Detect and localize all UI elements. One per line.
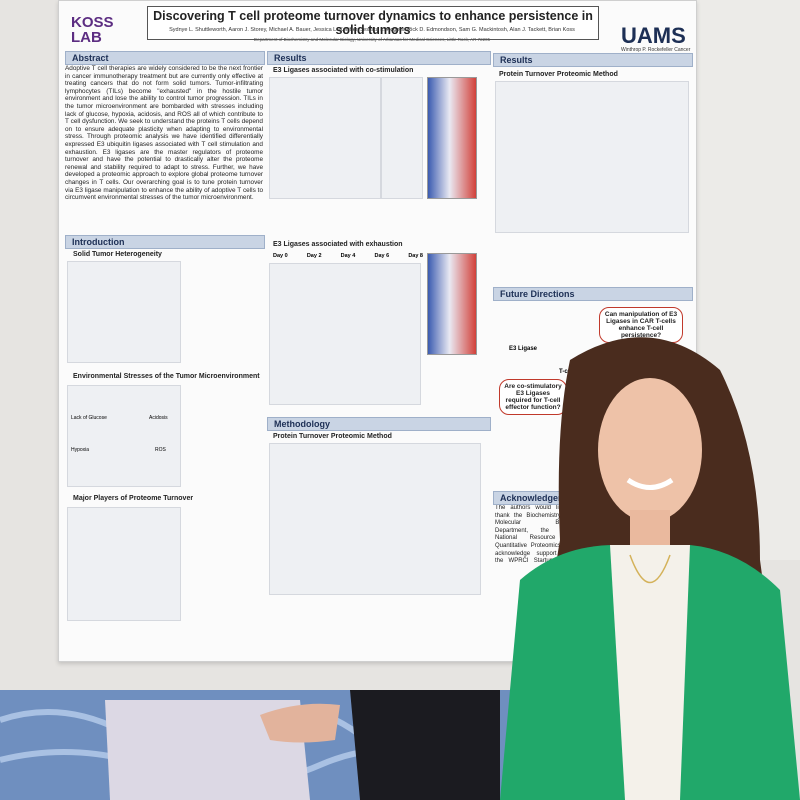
figure: [67, 507, 181, 621]
stress-label: Lack of Glucose: [71, 415, 107, 421]
figure: [381, 77, 423, 199]
heatmap: [427, 253, 477, 355]
subheading: Solid Tumor Heterogeneity: [73, 251, 162, 258]
striped-shirt: [105, 700, 310, 800]
stress-label: Hypoxia: [71, 447, 90, 453]
section-heading: Results: [493, 53, 693, 67]
figure: [67, 385, 181, 487]
authors: Sydnye L. Shuttleworth, Aaron J. Storey,…: [169, 27, 575, 33]
blouse: [610, 545, 690, 800]
smile: [626, 477, 674, 490]
blazer-right: [660, 545, 800, 800]
section-heading: Results: [267, 51, 491, 65]
section-heading: Abstract: [65, 51, 265, 65]
section-heading: Methodology: [267, 417, 491, 431]
hand: [260, 703, 340, 743]
day-label: Day 2: [306, 253, 322, 259]
heatmap: [427, 77, 477, 199]
figure: [269, 263, 421, 405]
blazer-left: [500, 545, 640, 800]
subheading: Protein Turnover Proteomic Method: [499, 71, 618, 78]
day-label: Day 0: [273, 253, 288, 259]
subheading: E3 Ligases associated with exhaustion: [273, 241, 403, 248]
abstract-text: Adoptive T cell therapies are widely con…: [65, 65, 263, 202]
poster-title: Discovering T cell proteome turnover dyn…: [147, 6, 599, 40]
section-heading: Introduction: [65, 235, 265, 249]
stress-label: Acidosis: [149, 415, 168, 421]
day-label: Day 6: [374, 253, 390, 259]
subheading: E3 Ligases associated with co-stimulatio…: [273, 67, 414, 74]
ack-text: The authors would like to thank the Bioc…: [495, 505, 575, 565]
necklace: [629, 554, 671, 584]
diagram-label: T-cell: [559, 369, 575, 375]
question-bubble: Are co-stimulatory E3 Ligases required f…: [499, 379, 567, 415]
figure: [269, 77, 381, 199]
logo: KOSS LAB: [71, 14, 114, 46]
day-label: Day 4: [340, 253, 356, 259]
face: [598, 378, 702, 522]
day-labels: Day 0 Day 2 Day 4 Day 6 Day 8: [273, 253, 423, 259]
affiliation: Department of Biochemistry and Molecular…: [253, 37, 491, 42]
figure: [269, 443, 481, 595]
stress-label: ROS: [155, 447, 166, 453]
figure: [67, 261, 181, 363]
institution: UAMS: [621, 23, 686, 48]
subheading: Environmental Stresses of the Tumor Micr…: [73, 373, 260, 380]
dark-clothing: [350, 690, 500, 800]
diagram-label: E3 Ligase: [509, 346, 538, 352]
subheading: Major Players of Proteome Turnover: [73, 495, 194, 502]
figure: [495, 81, 689, 233]
section-heading: Future Directions: [493, 287, 693, 301]
subheading: Protein Turnover Proteomic Method: [273, 433, 392, 440]
poster: KOSS LAB Discovering T cell proteome tur…: [58, 0, 697, 662]
question-bubble: Can manipulation of E3 Ligases in CAR T-…: [599, 307, 683, 343]
day-label: Day 8: [408, 253, 423, 259]
